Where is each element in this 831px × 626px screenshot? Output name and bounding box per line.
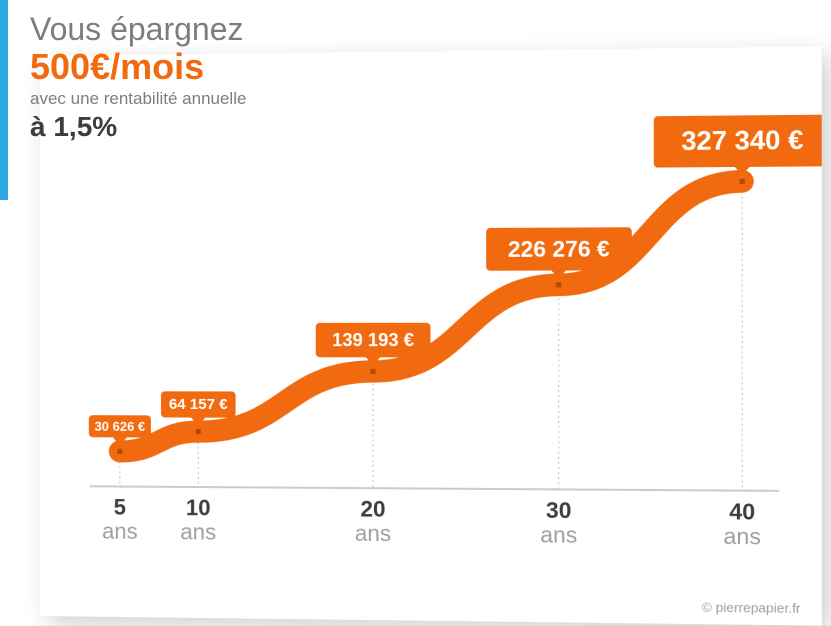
credit-text: © pierrepapier.fr (702, 599, 801, 616)
x-axis-label: 40ans (723, 499, 761, 550)
header-line-4: à 1,5% (30, 111, 246, 143)
x-axis-label: 10ans (180, 495, 216, 545)
header-line-2: 500€/mois (30, 47, 246, 87)
data-marker (740, 179, 745, 184)
value-bubble-label: 327 340 € (681, 126, 803, 156)
svg-text:ans: ans (723, 523, 761, 549)
x-axis-baseline (90, 486, 779, 491)
svg-text:30: 30 (546, 497, 571, 523)
data-marker (370, 369, 375, 374)
value-bubble-label: 139 193 € (332, 330, 414, 350)
accent-bar (0, 0, 8, 200)
value-bubble-label: 64 157 € (169, 396, 228, 413)
svg-text:ans: ans (355, 520, 391, 546)
data-marker (117, 449, 122, 454)
x-axis-label: 20ans (355, 496, 391, 546)
data-marker (556, 282, 561, 287)
page: Vous épargnez 500€/mois avec une rentabi… (0, 0, 831, 625)
header-block: Vous épargnez 500€/mois avec une rentabi… (30, 12, 246, 143)
x-axis-label: 30ans (540, 497, 577, 547)
svg-text:20: 20 (360, 496, 385, 522)
value-bubble: 327 340 € (654, 115, 822, 176)
svg-text:ans: ans (102, 518, 138, 543)
value-bubble-label: 30 626 € (95, 419, 146, 434)
value-bubble-label: 226 276 € (508, 236, 610, 262)
x-axis-label: 5ans (102, 494, 138, 544)
data-marker (196, 429, 201, 434)
header-line-1: Vous épargnez (30, 12, 246, 47)
svg-text:10: 10 (186, 495, 211, 520)
svg-text:ans: ans (180, 519, 216, 545)
svg-text:40: 40 (729, 499, 755, 525)
svg-text:5: 5 (114, 494, 126, 519)
header-line-3: avec une rentabilité annuelle (30, 89, 246, 109)
svg-text:ans: ans (540, 522, 577, 548)
